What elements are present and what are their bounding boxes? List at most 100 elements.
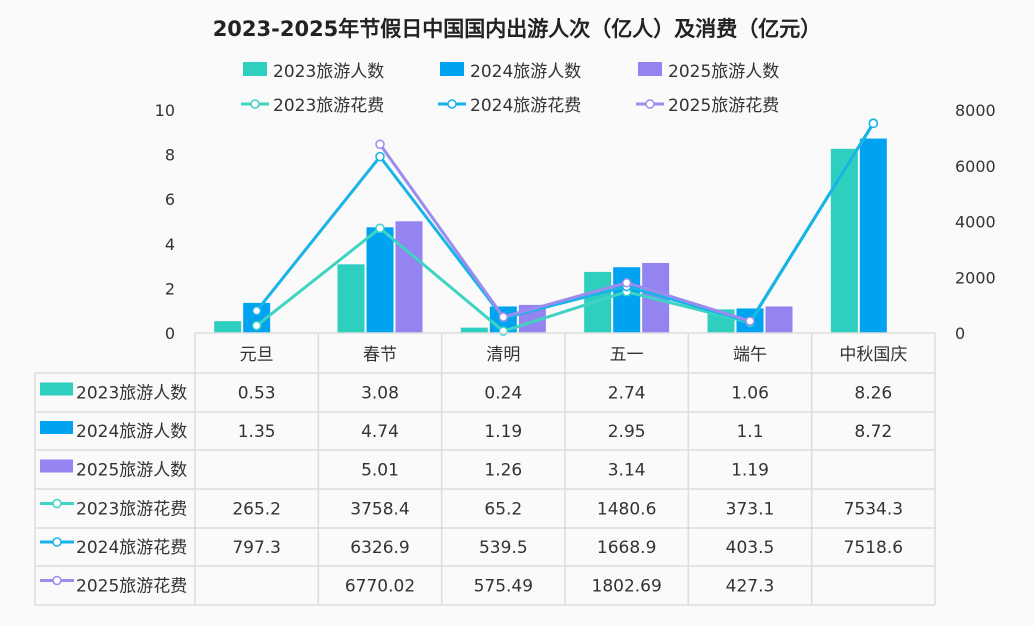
table-swatch-bar: [40, 421, 73, 434]
point-2025旅游花费: [621, 278, 632, 288]
table-cell: 6326.9: [350, 538, 409, 558]
bar-2023旅游人数-春节: [337, 264, 365, 333]
legend-marker: [250, 99, 260, 109]
table-cell: 8.72: [854, 422, 892, 442]
table-cell: 575.49: [474, 577, 533, 597]
table-cell: 5.01: [361, 461, 399, 481]
right-axis-tick-label: 2000: [955, 268, 996, 287]
right-axis-tick-label: 6000: [955, 157, 996, 176]
table-cell: 1.19: [731, 461, 769, 481]
left-axis-tick-label: 8: [165, 146, 175, 165]
bar-2024旅游人数-春节: [366, 227, 394, 333]
table-cell: 539.5: [479, 538, 528, 558]
table-swatch-marker: [52, 575, 62, 586]
table-cell: 0.53: [238, 384, 276, 404]
category-label: 元旦: [240, 345, 274, 365]
bar-2025旅游人数-端午: [765, 306, 793, 333]
legend-label: 2025旅游人数: [668, 62, 779, 82]
legend-label: 2025旅游花费: [668, 96, 779, 116]
table-cell: 1480.6: [597, 500, 656, 520]
bars: [214, 138, 887, 333]
point-2025旅游花费: [498, 312, 509, 322]
table-row-label: 2025旅游人数: [76, 461, 187, 481]
table-cell: 0.24: [484, 384, 522, 404]
bar-2023旅游人数-元旦: [214, 321, 242, 333]
data-table: 元旦 春节 清明 五一 端午 中秋国庆 2023旅游人数 0.53 3.08 0.24 2.74 1.…: [34, 332, 936, 606]
table-cell: 797.3: [232, 538, 281, 558]
table-cell: 1.06: [731, 384, 769, 404]
category-label: 清明: [486, 345, 520, 365]
left-axis-tick-label: 10: [155, 101, 175, 120]
chart-title: 2023-2025年节假日中国国内出游人次（亿人）及消费（亿元）: [213, 17, 822, 41]
table-swatch-bar: [40, 459, 73, 473]
table-cell: 3.08: [361, 384, 399, 404]
bar-2025旅游人数-春节: [395, 221, 423, 333]
left-axis-tick-label: 0: [165, 324, 175, 343]
table-row-label: 2023旅游花费: [76, 500, 187, 520]
point-2023旅游花费: [251, 320, 262, 331]
point-2024旅游花费: [375, 151, 385, 162]
table-cell: 427.3: [726, 577, 775, 597]
table-row-label: 2025旅游花费: [76, 577, 187, 597]
table-cell: 2.95: [608, 422, 646, 442]
table-cell: 8.26: [854, 384, 892, 404]
table-cell: 265.2: [232, 500, 281, 520]
table-row-label: 2024旅游人数: [76, 422, 187, 442]
table-cell: 1.19: [484, 422, 522, 442]
table-cell: 6770.02: [345, 577, 415, 597]
table-swatch-marker: [52, 537, 62, 547]
point-2023旅游花费: [498, 326, 509, 336]
legend-label: 2023旅游人数: [273, 62, 384, 82]
right-axis-tick-label: 8000: [955, 101, 996, 120]
legend-label: 2024旅游人数: [470, 62, 581, 82]
category-label: 春节: [363, 345, 397, 365]
axes: 0 2 4 6 8 10 0 2000 4000 6000 8000: [155, 101, 996, 343]
table-swatch-marker: [52, 498, 62, 509]
table-cell: 7534.3: [844, 500, 903, 520]
table-cell: 1.35: [238, 422, 276, 442]
legend-marker: [447, 99, 457, 109]
legend: 2023旅游人数 2024旅游人数 2025旅游人数 2023旅游花费 2024旅游花费…: [241, 62, 779, 116]
line-2024旅游花费: [255, 122, 875, 324]
legend-swatch-bar: [638, 62, 662, 76]
line-2025旅游花费: [378, 143, 751, 323]
table-cell: 373.1: [726, 500, 775, 520]
left-axis-tick-label: 6: [165, 190, 175, 209]
table-cell: 1.26: [484, 461, 522, 481]
point-2025旅游花费: [745, 316, 755, 326]
table-cell: 1802.69: [592, 577, 662, 597]
right-axis-tick-label: 4000: [955, 213, 996, 232]
left-axis-tick-label: 2: [165, 279, 175, 298]
bar-2023旅游人数-中秋国庆: [830, 148, 858, 333]
lines: [251, 118, 879, 336]
table-cell: 1668.9: [597, 538, 656, 558]
point-2023旅游花费: [375, 223, 385, 233]
bar-2023旅游人数-清明: [460, 327, 488, 333]
table-swatch-bar: [40, 382, 73, 396]
category-label: 端午: [733, 345, 767, 365]
table-cell: 3758.4: [350, 500, 409, 520]
table-row-label: 2024旅游花费: [76, 538, 187, 558]
table-cell: 403.5: [726, 538, 775, 558]
table-cell: 65.2: [484, 500, 522, 520]
legend-marker: [645, 99, 655, 109]
point-2024旅游花费: [251, 306, 262, 316]
table-cell: 7518.6: [844, 538, 903, 558]
category-label: 中秋国庆: [839, 345, 907, 365]
legend-swatch-bar: [440, 62, 464, 76]
bar-2024旅游人数-中秋国庆: [859, 138, 887, 333]
category-label: 五一: [610, 345, 644, 365]
right-axis-tick-label: 0: [955, 324, 965, 343]
left-axis-tick-label: 4: [165, 235, 175, 254]
legend-label: 2023旅游花费: [273, 96, 384, 116]
point-2024旅游花费: [868, 118, 879, 129]
point-2025旅游花费: [375, 139, 385, 150]
table-cell: 4.74: [361, 422, 399, 442]
bar-2024旅游人数-五一: [613, 267, 641, 333]
table-cell: 3.14: [608, 461, 646, 481]
table-cell: 2.74: [608, 384, 646, 404]
legend-label: 2024旅游花费: [470, 96, 581, 116]
legend-swatch-bar: [243, 62, 267, 76]
